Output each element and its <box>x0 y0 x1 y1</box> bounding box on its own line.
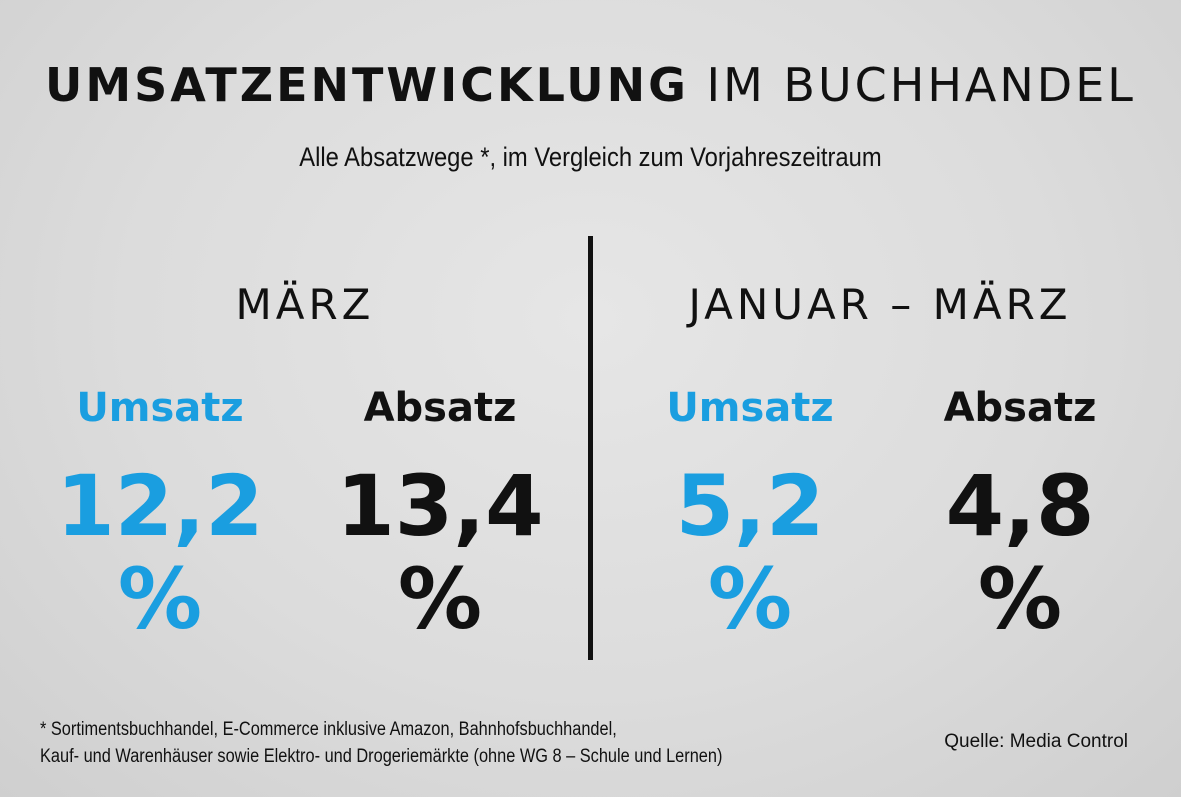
metric-value: 5,2 <box>675 457 825 555</box>
source-credit: Quelle: Media Control <box>944 731 1128 752</box>
metric-label: Umsatz <box>666 385 834 431</box>
subtitle: Alle Absatzwege *, im Vergleich zum Vorj… <box>299 142 882 172</box>
metric-label: Absatz <box>943 385 1097 431</box>
metric-unit: % <box>117 550 203 648</box>
metric-value: 12,2 <box>56 457 264 555</box>
period-label-january-march: JANUAR – MÄRZ <box>688 280 1072 329</box>
period-divider <box>588 236 593 660</box>
metric-unit: % <box>707 550 793 648</box>
metric-march-umsatz: Umsatz 12,2 % <box>40 384 280 644</box>
page-title: UMSATZENTWICKLUNG IM BUCHHANDEL <box>0 58 1181 112</box>
metric-unit: % <box>397 550 483 648</box>
metric-value: 4,8 <box>945 457 1095 555</box>
period-label-march: MÄRZ <box>235 280 375 329</box>
metric-label: Umsatz <box>76 385 244 431</box>
metric-march-absatz: Absatz 13,4 % <box>320 384 560 644</box>
title-bold: UMSATZENTWICKLUNG <box>45 58 689 112</box>
metric-unit: % <box>977 550 1063 648</box>
footnote-line: * Sortimentsbuchhandel, E-Commerce inklu… <box>40 719 617 740</box>
footnote: * Sortimentsbuchhandel, E-Commerce inklu… <box>40 716 722 770</box>
metric-label: Absatz <box>363 385 517 431</box>
metric-value: 13,4 <box>336 457 544 555</box>
title-light: IM BUCHHANDEL <box>706 58 1136 112</box>
metric-jan-march-absatz: Absatz 4,8 % <box>900 384 1140 644</box>
footnote-line: Kauf- und Warenhäuser sowie Elektro- und… <box>40 746 723 767</box>
metric-jan-march-umsatz: Umsatz 5,2 % <box>630 384 870 644</box>
